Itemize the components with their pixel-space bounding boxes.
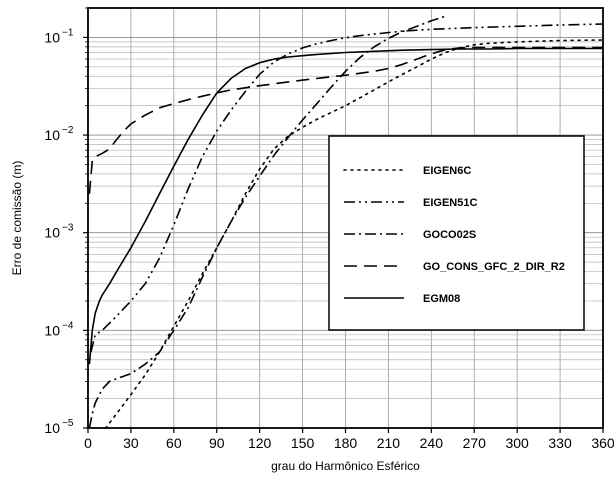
x-tick-label: 210 bbox=[377, 435, 401, 451]
x-axis-ticks: 0 30 60 90 120 150 180 210 240 270 300 330 360 bbox=[84, 428, 614, 451]
y-tick-exponent: −2 bbox=[62, 125, 74, 136]
y-tick-exponent: −3 bbox=[62, 223, 74, 234]
y-tick-label: 10 bbox=[44, 29, 60, 45]
legend-label: EGM08 bbox=[423, 293, 460, 305]
legend: EIGEN6C EIGEN51C GOCO02S GO_CONS_GFC_2_DIR_… bbox=[328, 135, 585, 331]
x-tick-label: 60 bbox=[166, 435, 182, 451]
y-axis-ticks: 10−510−410−310−210−1 bbox=[44, 7, 88, 436]
x-axis-label: grau do Harmônico Esférico bbox=[271, 459, 420, 473]
series-line-go-cons-gfc-2-dir-r2 bbox=[88, 46, 603, 194]
x-tick-label: 240 bbox=[420, 435, 444, 451]
legend-label: GOCO02S bbox=[423, 229, 476, 241]
x-tick-label: 330 bbox=[548, 435, 572, 451]
x-tick-label: 300 bbox=[505, 435, 529, 451]
y-tick-label: 10 bbox=[44, 420, 60, 436]
x-tick-label: 120 bbox=[248, 435, 272, 451]
series-line-egm08 bbox=[88, 47, 603, 365]
y-tick-exponent: −4 bbox=[62, 320, 74, 331]
y-tick-exponent: −5 bbox=[62, 418, 74, 429]
x-tick-label: 150 bbox=[291, 435, 315, 451]
legend-label: GO_CONS_GFC_2_DIR_R2 bbox=[423, 261, 565, 273]
legend-label: EIGEN51C bbox=[423, 197, 477, 209]
x-tick-label: 30 bbox=[123, 435, 139, 451]
x-tick-label: 0 bbox=[84, 435, 92, 451]
series-layer bbox=[88, 15, 603, 428]
x-tick-label: 360 bbox=[591, 435, 614, 451]
x-tick-label: 180 bbox=[334, 435, 358, 451]
x-tick-label: 90 bbox=[209, 435, 225, 451]
y-tick-exponent: −1 bbox=[62, 27, 74, 38]
series-line-eigen51c bbox=[90, 23, 603, 353]
y-tick-label: 10 bbox=[44, 127, 60, 143]
y-tick-label: 10 bbox=[44, 322, 60, 338]
legend-label: EIGEN6C bbox=[423, 165, 471, 177]
x-tick-label: 270 bbox=[463, 435, 487, 451]
series-line-goco02s bbox=[88, 15, 446, 428]
y-axis-label: Erro de comissão (m) bbox=[10, 161, 24, 276]
y-tick-label: 10 bbox=[44, 225, 60, 241]
